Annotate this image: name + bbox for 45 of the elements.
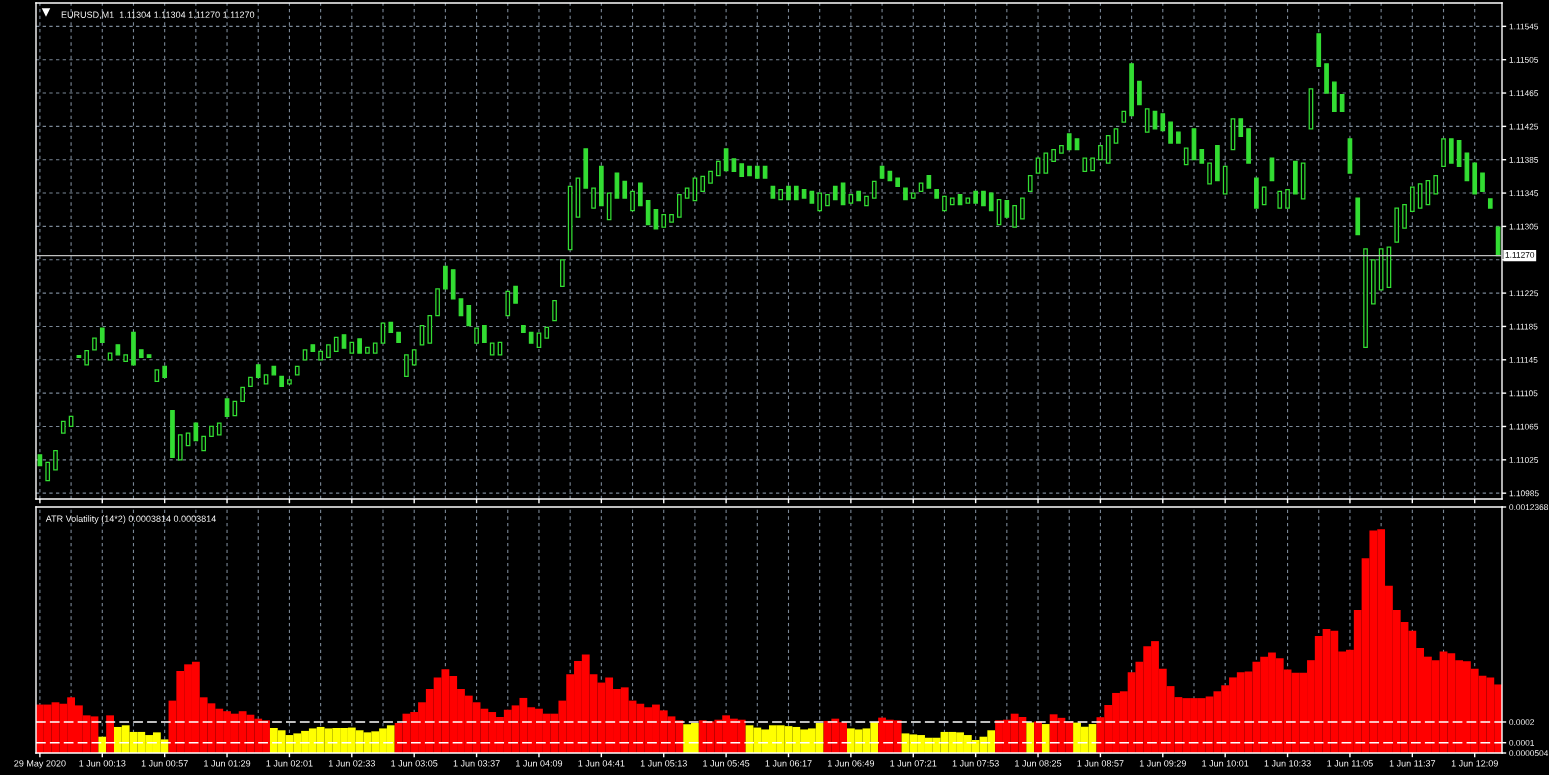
y-tick-label: 1.11345	[1509, 190, 1539, 197]
x-tick-label: 1 Jun 10:33	[1264, 760, 1311, 767]
y-tick-label: 1.11105	[1509, 390, 1538, 397]
ref-line-label: 1.11270	[1505, 251, 1535, 258]
y-tick-label: 1.11505	[1509, 56, 1539, 63]
x-tick-label: 1 Jun 06:49	[827, 760, 875, 767]
x-tick-label: 1 Jun 06:17	[765, 760, 812, 767]
y-tick-label: 0.0012368	[1509, 504, 1548, 511]
y-tick-label: 0.0000504	[1509, 750, 1549, 757]
y-tick-label: 0.0002	[1509, 719, 1535, 726]
x-tick-label: 1 Jun 10:01	[1202, 760, 1249, 767]
y-tick-label: 1.11545	[1509, 23, 1539, 30]
x-tick-label: 1 Jun 02:01	[266, 760, 313, 767]
text: ATR Volatility (14*2) 0.0003814 0.0003814	[45, 515, 216, 524]
y-tick-label: 1.11465	[1509, 90, 1539, 97]
x-tick-label: 1 Jun 04:41	[578, 760, 625, 767]
x-tick-label: 1 Jun 05:45	[703, 760, 750, 767]
y-tick-label: 1.11425	[1509, 123, 1539, 130]
y-tick-label: 1.11225	[1509, 290, 1539, 297]
x-tick-label: 1 Jun 07:53	[952, 760, 999, 767]
x-tick-label: 1 Jun 01:29	[204, 760, 251, 767]
x-tick-label: 1 Jun 00:57	[141, 760, 188, 767]
y-tick-label: 1.10985	[1509, 490, 1539, 497]
x-tick-label: 29 May 2020	[14, 760, 66, 769]
x-tick-label: 1 Jun 11:05	[1327, 760, 1373, 767]
x-tick-label: 1 Jun 09:29	[1139, 760, 1186, 767]
x-tick-label: 1 Jun 00:13	[79, 760, 126, 767]
y-tick-label: 0.0001	[1509, 739, 1535, 746]
x-tick-label: 1 Jun 08:57	[1077, 760, 1124, 767]
x-tick-label: 1 Jun 05:13	[640, 760, 687, 767]
x-tick-label: 1 Jun 11:37	[1389, 760, 1436, 767]
y-tick-label: 1.11025	[1509, 457, 1539, 463]
y-tick-label: 1.11385	[1509, 156, 1539, 163]
x-tick-label: 1 Jun 03:37	[453, 760, 500, 767]
x-tick-label: 1 Jun 12:09	[1451, 760, 1498, 767]
text: EURUSD,M1 1.11304 1.11304 1.11270 1.11270	[61, 11, 255, 19]
x-tick-label: 1 Jun 02:33	[328, 760, 376, 767]
x-tick-label: 1 Jun 03:05	[391, 760, 438, 767]
x-tick-label: 1 Jun 08:25	[1015, 760, 1062, 767]
y-tick-label: 1.11065	[1509, 423, 1539, 430]
x-tick-label: 1 Jun 04:09	[516, 760, 563, 767]
y-tick-label: 1.11185	[1509, 323, 1538, 330]
y-tick-label: 1.11305	[1509, 223, 1539, 230]
x-tick-label: 1 Jun 07:21	[890, 760, 937, 767]
y-tick-label: 1.11145	[1509, 357, 1538, 363]
